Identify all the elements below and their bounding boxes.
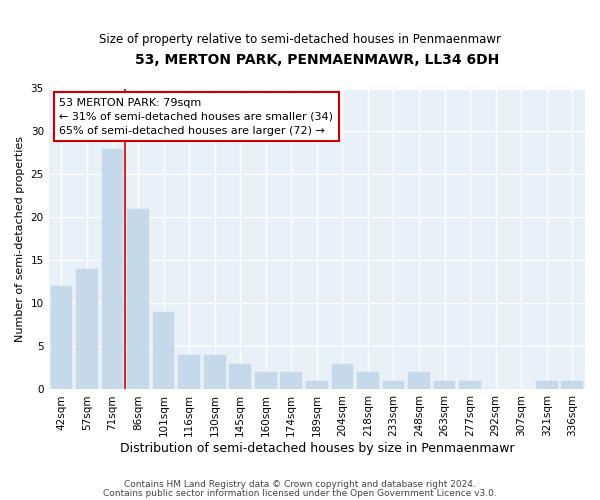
Bar — [280, 372, 302, 390]
Bar — [332, 364, 353, 390]
Bar — [357, 372, 379, 390]
Text: Contains HM Land Registry data © Crown copyright and database right 2024.: Contains HM Land Registry data © Crown c… — [124, 480, 476, 489]
Bar — [408, 372, 430, 390]
Bar — [204, 355, 226, 390]
X-axis label: Distribution of semi-detached houses by size in Penmaenmawr: Distribution of semi-detached houses by … — [119, 442, 514, 455]
Bar — [153, 312, 175, 390]
Title: 53, MERTON PARK, PENMAENMAWR, LL34 6DH: 53, MERTON PARK, PENMAENMAWR, LL34 6DH — [135, 52, 499, 66]
Bar — [101, 148, 124, 390]
Y-axis label: Number of semi-detached properties: Number of semi-detached properties — [15, 136, 25, 342]
Bar — [50, 286, 72, 390]
Bar — [536, 381, 557, 390]
Bar — [178, 355, 200, 390]
Bar — [562, 381, 583, 390]
Text: Contains public sector information licensed under the Open Government Licence v3: Contains public sector information licen… — [103, 488, 497, 498]
Text: Size of property relative to semi-detached houses in Penmaenmawr: Size of property relative to semi-detach… — [99, 32, 501, 46]
Text: 53 MERTON PARK: 79sqm
← 31% of semi-detached houses are smaller (34)
65% of semi: 53 MERTON PARK: 79sqm ← 31% of semi-deta… — [59, 98, 334, 136]
Bar — [459, 381, 481, 390]
Bar — [306, 381, 328, 390]
Bar — [127, 209, 149, 390]
Bar — [255, 372, 277, 390]
Bar — [76, 269, 98, 390]
Bar — [434, 381, 455, 390]
Bar — [383, 381, 404, 390]
Bar — [229, 364, 251, 390]
